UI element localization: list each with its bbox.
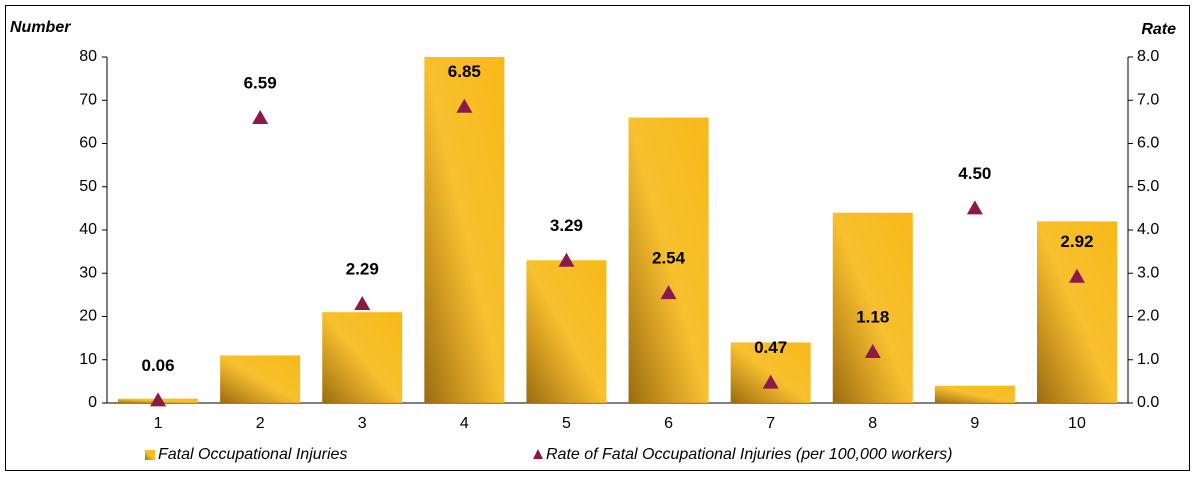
value-label: 4.50 — [958, 164, 991, 183]
y-axis-label: Number — [10, 19, 71, 36]
value-label: 1.18 — [856, 307, 889, 326]
bar — [832, 212, 913, 403]
bar — [322, 312, 403, 403]
y2-tick-label: 8.0 — [1137, 48, 1159, 65]
x-tick-label: 6 — [664, 415, 673, 432]
value-label: 6.59 — [244, 73, 277, 92]
bar — [424, 57, 505, 403]
value-label: 2.29 — [346, 259, 379, 278]
y2-tick-label: 6.0 — [1137, 135, 1159, 152]
value-label: 2.92 — [1060, 232, 1093, 251]
y2-tick-label: 0.0 — [1137, 394, 1159, 411]
y2-tick-label: 3.0 — [1137, 264, 1159, 281]
rate-marker — [456, 98, 473, 113]
bar — [220, 355, 301, 403]
rate-marker — [1068, 268, 1085, 283]
legend-swatch — [533, 449, 543, 459]
x-tick-label: 1 — [154, 415, 163, 432]
bar — [628, 117, 709, 404]
y-tick-label: 80 — [79, 48, 97, 65]
bar — [730, 342, 811, 403]
bar — [526, 260, 607, 403]
y-tick-label: 10 — [79, 351, 97, 368]
rate-marker — [966, 200, 983, 215]
y2-tick-label: 4.0 — [1137, 221, 1159, 238]
y-tick-label: 60 — [79, 135, 97, 152]
rate-marker — [864, 343, 881, 358]
y-tick-label: 30 — [79, 264, 97, 281]
bar — [1036, 221, 1117, 403]
x-tick-label: 10 — [1068, 415, 1086, 432]
x-tick-label: 9 — [970, 415, 979, 432]
y-tick-label: 20 — [79, 308, 97, 325]
x-tick-label: 3 — [358, 415, 367, 432]
x-tick-label: 7 — [766, 415, 775, 432]
value-label: 2.54 — [652, 249, 686, 268]
y2-tick-label: 2.0 — [1137, 308, 1159, 325]
x-tick-label: 4 — [460, 415, 469, 432]
rate-marker — [762, 374, 779, 389]
value-label: 0.06 — [142, 356, 175, 375]
value-label: 0.47 — [754, 338, 787, 357]
x-tick-label: 8 — [868, 415, 877, 432]
legend-label: Fatal Occupational Injuries — [158, 446, 347, 463]
y2-tick-label: 7.0 — [1137, 91, 1159, 108]
x-tick-label: 2 — [256, 415, 265, 432]
y-tick-label: 40 — [79, 221, 97, 238]
y2-tick-label: 1.0 — [1137, 351, 1159, 368]
legend-swatch — [145, 450, 155, 460]
chart-border — [5, 5, 1190, 471]
x-tick-label: 5 — [562, 415, 571, 432]
bar — [934, 385, 1015, 403]
rate-marker — [252, 109, 269, 124]
y2-axis-label: Rate — [1141, 21, 1176, 38]
y2-tick-label: 5.0 — [1137, 178, 1159, 195]
legend-label: Rate of Fatal Occupational Injuries (per… — [546, 446, 952, 463]
value-label: 3.29 — [550, 216, 583, 235]
rate-marker — [660, 285, 677, 300]
rate-marker — [150, 392, 167, 407]
y-tick-label: 0 — [88, 394, 97, 411]
rate-marker — [354, 295, 371, 310]
rate-marker — [558, 252, 575, 267]
y-tick-label: 50 — [79, 178, 97, 195]
y-tick-label: 70 — [79, 91, 97, 108]
value-label: 6.85 — [448, 62, 481, 81]
